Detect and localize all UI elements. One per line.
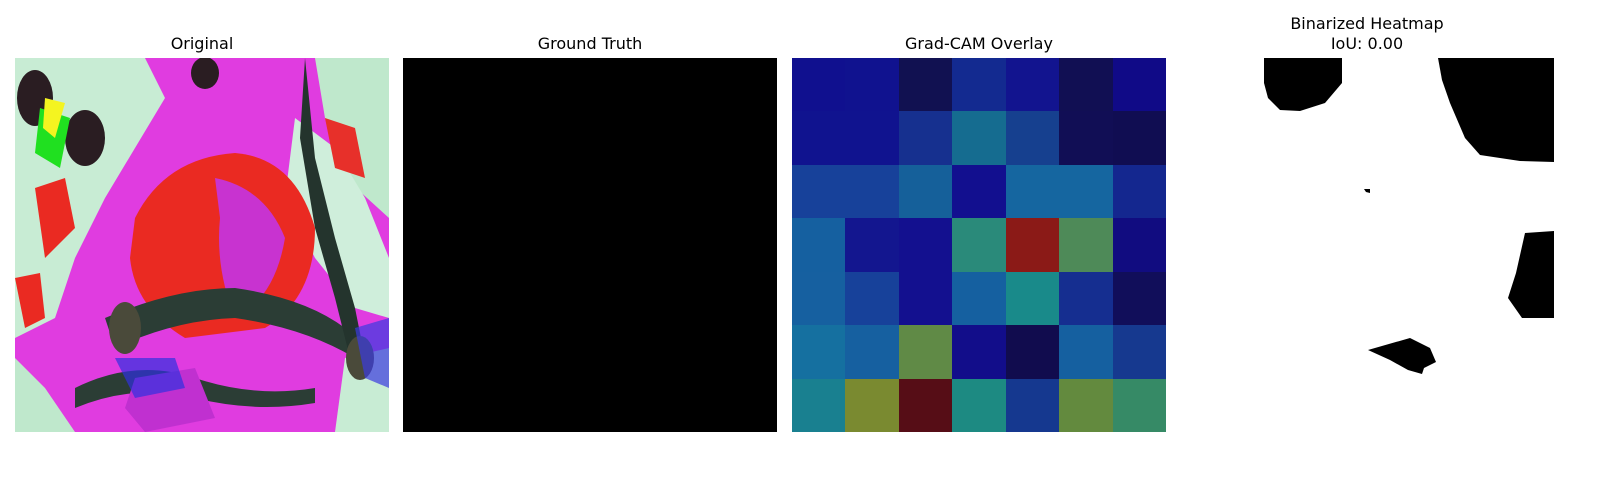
binarized-title-block: Binarized Heatmap IoU: 0.00 — [1180, 14, 1554, 54]
gradcam-cell — [899, 218, 952, 272]
gradcam-cell — [845, 218, 899, 272]
gradcam-cell — [845, 379, 899, 432]
binarized-title: Binarized Heatmap — [1290, 14, 1444, 33]
ground-truth-image — [403, 58, 777, 432]
gradcam-title: Grad-CAM Overlay — [905, 34, 1053, 53]
original-image-canvas — [15, 58, 389, 432]
gradcam-cell — [1059, 165, 1113, 218]
gradcam-cell — [1059, 58, 1113, 111]
binarized-blob-top-left — [1264, 58, 1342, 111]
gradcam-cell — [1113, 165, 1166, 218]
gradcam-cell — [952, 325, 1006, 379]
gradcam-heatmap — [792, 58, 1166, 432]
ground-truth-panel: Ground Truth — [403, 0, 777, 500]
gradcam-cell — [1059, 379, 1113, 432]
gradcam-cell — [1006, 379, 1059, 432]
gradcam-cell — [1006, 58, 1059, 111]
gradcam-cell — [1006, 111, 1059, 165]
gradcam-image — [792, 58, 1166, 432]
binarized-mask — [1180, 58, 1554, 432]
gradcam-panel: Grad-CAM Overlay — [792, 0, 1166, 500]
binarized-image — [1180, 58, 1554, 432]
gradcam-cell — [1059, 111, 1113, 165]
gradcam-cell — [792, 272, 845, 325]
gradcam-cell — [1113, 325, 1166, 379]
gradcam-cell — [1059, 325, 1113, 379]
gradcam-cell — [1113, 111, 1166, 165]
binarized-blob-small — [1364, 189, 1370, 193]
gradcam-cell — [899, 111, 952, 165]
gradcam-cell — [845, 272, 899, 325]
gradcam-cell — [845, 325, 899, 379]
gradcam-cell — [845, 58, 899, 111]
gradcam-cell — [952, 165, 1006, 218]
gradcam-cell — [952, 111, 1006, 165]
gradcam-cell — [899, 272, 952, 325]
gradcam-cell — [1006, 325, 1059, 379]
gradcam-cell — [1059, 272, 1113, 325]
gradcam-cell — [952, 272, 1006, 325]
ground-truth-title: Ground Truth — [537, 34, 643, 53]
gradcam-cell — [952, 58, 1006, 111]
gradcam-cell — [792, 218, 845, 272]
gradcam-cell — [1113, 218, 1166, 272]
gradcam-cell — [952, 218, 1006, 272]
gradcam-cell — [1113, 272, 1166, 325]
binarized-panel: Binarized Heatmap IoU: 0.00 — [1180, 0, 1554, 500]
binarized-blob-right — [1508, 231, 1554, 318]
gradcam-cell — [792, 165, 845, 218]
gradcam-cell — [792, 58, 845, 111]
gradcam-cell — [1006, 218, 1059, 272]
gradcam-cell — [792, 111, 845, 165]
gradcam-cell — [1113, 58, 1166, 111]
gradcam-cell — [899, 325, 952, 379]
gradcam-cell — [899, 165, 952, 218]
gradcam-cell — [1113, 379, 1166, 432]
gradcam-cell — [952, 379, 1006, 432]
gradcam-cell — [1006, 165, 1059, 218]
gradcam-cell — [1059, 218, 1113, 272]
gradcam-cell — [792, 325, 845, 379]
gradcam-cell — [899, 379, 952, 432]
gradcam-cell — [845, 165, 899, 218]
binarized-blob-bottom — [1368, 338, 1436, 374]
gradcam-cell — [899, 58, 952, 111]
gradcam-cell — [845, 111, 899, 165]
original-panel: Original — [15, 0, 389, 500]
original-title: Original — [170, 34, 234, 53]
iou-label: IoU: 0.00 — [1330, 34, 1404, 53]
gradcam-cell — [792, 379, 845, 432]
gradcam-cell — [1006, 272, 1059, 325]
original-image — [15, 58, 389, 432]
ground-truth-mask — [403, 58, 777, 432]
binarized-blob-top-right — [1438, 58, 1554, 162]
